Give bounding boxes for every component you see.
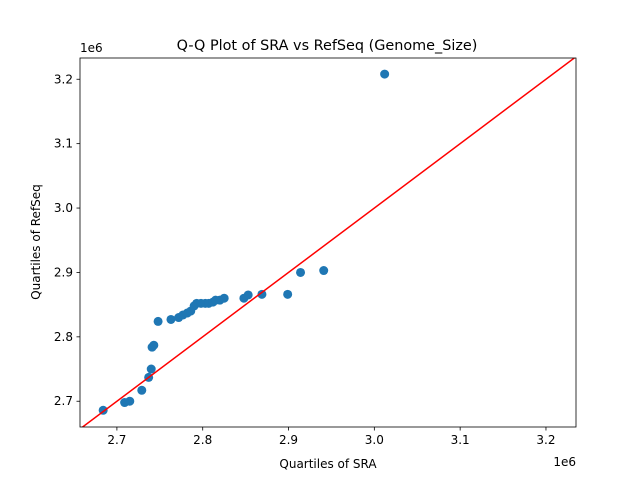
x-axis-label: Quartiles of SRA (279, 457, 377, 471)
y-tick-label: 2.8 (54, 330, 73, 344)
x-tick-label: 3.1 (451, 433, 470, 447)
x-tick-label: 2.7 (107, 433, 126, 447)
data-point (153, 316, 163, 326)
x-tick-label: 2.9 (279, 433, 298, 447)
data-point (137, 385, 147, 395)
data-point (380, 69, 390, 79)
data-point (125, 396, 135, 406)
data-point (146, 364, 156, 374)
data-point (149, 340, 159, 350)
y-axis-label: Quartiles of RefSeq (29, 184, 43, 300)
data-point (319, 266, 329, 276)
y-tick-label: 3.2 (54, 72, 73, 86)
data-point (219, 293, 229, 303)
x-offset-label: 1e6 (553, 455, 576, 469)
y-tick-label: 2.9 (54, 265, 73, 279)
x-tick-label: 3.0 (365, 433, 384, 447)
data-point (243, 290, 253, 300)
x-tick-label: 3.2 (536, 433, 555, 447)
x-tick-label: 2.8 (193, 433, 212, 447)
data-point (166, 314, 176, 324)
y-tick-label: 3.1 (54, 137, 73, 151)
reference-line (81, 58, 576, 427)
y-tick-label: 3.0 (54, 201, 73, 215)
y-offset-label: 1e6 (80, 41, 103, 55)
data-point (283, 289, 293, 299)
data-point (257, 289, 267, 299)
chart-title: Q-Q Plot of SRA vs RefSeq (Genome_Size) (177, 38, 478, 54)
y-tick-label: 2.7 (54, 394, 73, 408)
plot-frame (79, 57, 577, 428)
data-point (296, 267, 306, 277)
